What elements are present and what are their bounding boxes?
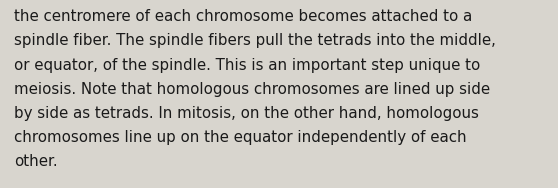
- Text: meiosis. Note that homologous chromosomes are lined up side: meiosis. Note that homologous chromosome…: [14, 82, 490, 97]
- Text: spindle fiber. The spindle fibers pull the tetrads into the middle,: spindle fiber. The spindle fibers pull t…: [14, 33, 496, 49]
- Text: chromosomes line up on the equator independently of each: chromosomes line up on the equator indep…: [14, 130, 466, 145]
- Text: by side as tetrads. In mitosis, on the other hand, homologous: by side as tetrads. In mitosis, on the o…: [14, 106, 479, 121]
- Text: or equator, of the spindle. This is an important step unique to: or equator, of the spindle. This is an i…: [14, 58, 480, 73]
- Text: the centromere of each chromosome becomes attached to a: the centromere of each chromosome become…: [14, 9, 472, 24]
- Text: other.: other.: [14, 154, 57, 169]
